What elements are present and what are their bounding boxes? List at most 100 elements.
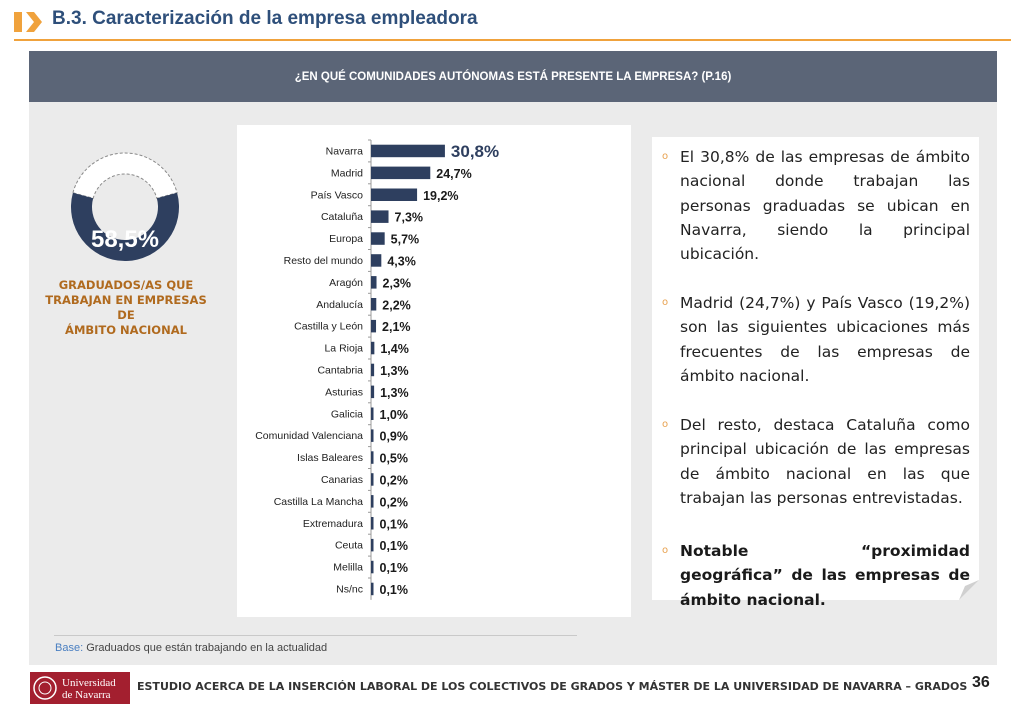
bar	[371, 582, 374, 596]
value-label: 0,1%	[380, 539, 409, 553]
category-label: Madrid	[331, 167, 363, 179]
bullet-item: o Notable “proximidad geográfica” de las…	[662, 539, 970, 612]
category-label: Cataluña	[321, 211, 363, 223]
value-label: 2,3%	[383, 276, 412, 290]
category-label: Galicia	[331, 408, 363, 420]
bar-chart: Navarra 30,8% Madrid 24,7% País Vasco 19,2% Ca…	[255, 139, 499, 600]
bar	[371, 144, 445, 158]
university-logo: Universidad de Navarra	[30, 672, 130, 704]
bar	[371, 495, 374, 508]
value-label: 1,3%	[380, 386, 409, 400]
value-label: 24,7%	[436, 167, 471, 181]
category-label: Comunidad Valenciana	[255, 430, 363, 442]
value-label: 1,0%	[380, 408, 409, 422]
bar	[371, 407, 374, 420]
bar	[371, 560, 374, 574]
bar	[371, 341, 375, 355]
category-label: Aragón	[329, 277, 363, 289]
category-label: Asturias	[325, 386, 363, 398]
summary-caption: GRADUADOS/AS QUE TRABAJAN EN EMPRESAS DE…	[36, 278, 216, 338]
question-banner: ¿EN QUÉ COMUNIDADES AUTÓNOMAS ESTÁ PRESE…	[29, 51, 997, 102]
category-label: Extremadura	[303, 518, 363, 530]
category-label: Canarias	[321, 474, 363, 486]
chart-panel	[237, 125, 631, 617]
value-label: 0,1%	[380, 517, 409, 531]
category-label: Ceuta	[335, 540, 363, 552]
text-panel	[652, 137, 979, 600]
footer-study-title: ESTUDIO ACERCA DE LA INSERCIÓN LABORAL D…	[137, 680, 968, 693]
value-label: 19,2%	[423, 189, 458, 203]
category-label: Navarra	[326, 145, 364, 157]
value-label: 0,1%	[380, 583, 409, 597]
bullet-text: Madrid (24,7%) y País Vasco (19,2%) son …	[680, 294, 970, 385]
value-label: 0,1%	[380, 561, 409, 575]
donut-remainder-arc	[72, 152, 178, 199]
header-divider	[14, 39, 1011, 41]
bar	[371, 298, 377, 311]
value-label: 1,3%	[380, 364, 409, 378]
summary-donut	[70, 152, 179, 261]
base-note: Base: Graduados que están trabajando en …	[55, 642, 327, 654]
value-label: 30,8%	[451, 142, 499, 161]
bullet-text: Del resto, destaca Cataluña como princip…	[680, 416, 970, 507]
bullet-marker: o	[662, 419, 669, 430]
value-label: 2,2%	[382, 298, 411, 312]
base-divider	[54, 635, 577, 636]
bullet-text: El 30,8% de las empresas de ámbito nacio…	[680, 148, 970, 264]
base-text: Graduados que están trabajando en la act…	[86, 642, 328, 654]
value-label: 4,3%	[387, 254, 416, 268]
category-label: Castilla La Mancha	[274, 496, 363, 508]
bar	[371, 210, 389, 223]
page-title: B.3. Caracterización de la empresa emple…	[52, 8, 478, 29]
category-label: Cantabria	[317, 364, 363, 376]
category-label: Melilla	[333, 562, 363, 574]
page-curl-icon	[959, 580, 979, 600]
bullet-item: o Madrid (24,7%) y País Vasco (19,2%) so…	[662, 291, 970, 388]
category-label: La Rioja	[324, 343, 363, 355]
bar	[371, 473, 374, 486]
bar	[371, 517, 374, 530]
value-label: 7,3%	[395, 211, 424, 225]
value-label: 5,7%	[391, 233, 420, 247]
logo-line: de Navarra	[62, 689, 111, 701]
bar	[371, 276, 377, 289]
bar	[371, 538, 374, 552]
category-label: País Vasco	[311, 189, 363, 201]
category-label: Andalucía	[316, 299, 363, 311]
bullet-item: o El 30,8% de las empresas de ámbito nac…	[662, 145, 970, 266]
summary-caption-line: TRABAJAN EN EMPRESAS DE	[45, 293, 207, 322]
bar	[371, 451, 374, 464]
bar	[371, 188, 418, 201]
page-number: 36	[972, 674, 990, 691]
section-chevron-icon	[14, 12, 42, 32]
bullet-item: o Del resto, destaca Cataluña como princ…	[662, 413, 970, 510]
category-label: Ns/nc	[336, 583, 363, 595]
bar	[371, 166, 431, 180]
value-label: 0,5%	[380, 452, 409, 466]
category-label: Resto del mundo	[284, 255, 364, 267]
bar	[371, 254, 382, 267]
donut-value-arc	[70, 192, 179, 261]
category-label: Islas Baleares	[297, 452, 363, 464]
bullet-marker: o	[662, 151, 669, 162]
summary-value: 58,5%	[90, 226, 160, 253]
bullet-marker: o	[662, 545, 669, 556]
bar	[371, 429, 374, 442]
value-label: 1,4%	[380, 342, 409, 356]
bullet-text: Notable “proximidad geográfica” de las e…	[680, 542, 970, 609]
base-label: Base:	[55, 642, 84, 654]
summary-caption-line: ÁMBITO NACIONAL	[65, 323, 187, 337]
value-label: 2,1%	[382, 320, 411, 334]
value-label: 0,9%	[380, 430, 409, 444]
bar	[371, 385, 375, 399]
value-label: 0,2%	[380, 495, 409, 509]
category-label: Europa	[329, 233, 363, 245]
bullet-marker: o	[662, 297, 669, 308]
category-label: Castilla y León	[294, 321, 363, 333]
logo-line: Universidad	[62, 677, 116, 689]
bar	[371, 363, 375, 377]
bar	[371, 319, 377, 333]
summary-caption-line: GRADUADOS/AS QUE	[58, 278, 194, 292]
bar	[371, 232, 385, 245]
value-label: 0,2%	[380, 473, 409, 487]
